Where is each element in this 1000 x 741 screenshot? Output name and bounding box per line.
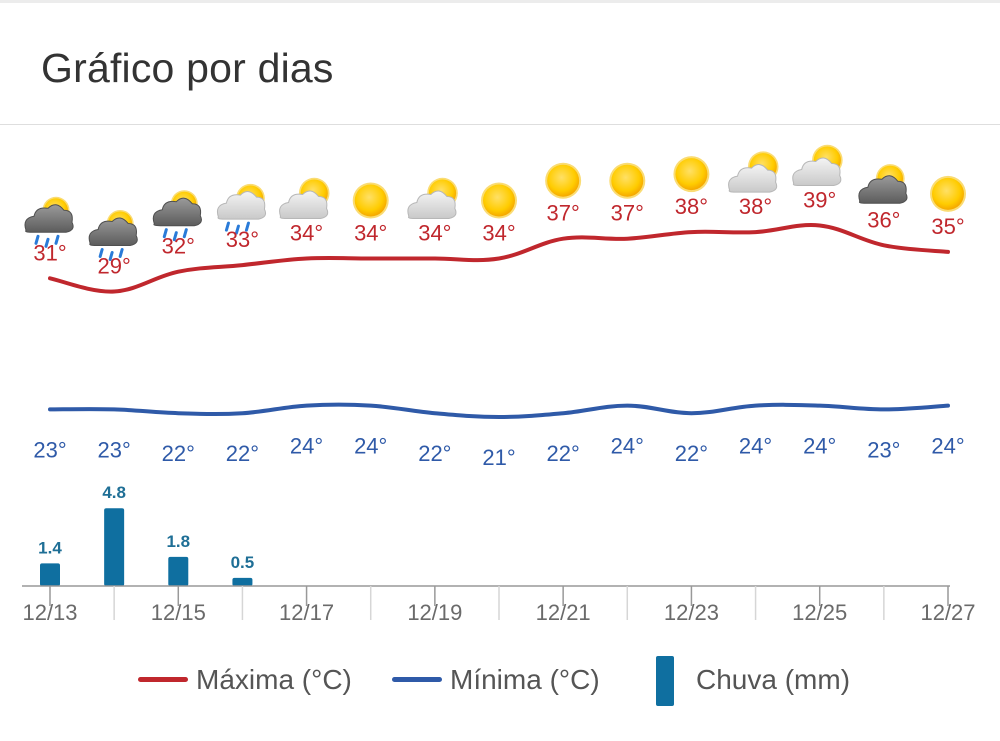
min-temp-label: 21° bbox=[482, 445, 515, 470]
rain-drop bbox=[224, 221, 230, 232]
partly-cloudy-icon bbox=[279, 177, 330, 219]
x-tick-label: 12/23 bbox=[664, 600, 719, 625]
x-tick-label: 12/19 bbox=[407, 600, 462, 625]
rain-label: 0.5 bbox=[231, 553, 255, 572]
legend-max-swatch bbox=[138, 677, 188, 682]
min-temp-label: 22° bbox=[675, 441, 708, 466]
min-temp-label: 23° bbox=[98, 437, 131, 462]
sun-icon bbox=[481, 182, 517, 219]
min-temp-label: 22° bbox=[418, 441, 451, 466]
cloud-sun-icon bbox=[858, 164, 908, 204]
x-tick-label: 12/17 bbox=[279, 600, 334, 625]
partly-cloudy-icon bbox=[407, 177, 458, 219]
cloud-sun-rain-icon bbox=[88, 210, 138, 261]
rain-bar bbox=[232, 577, 253, 586]
sun-icon bbox=[673, 156, 710, 193]
legend-rain-swatch bbox=[656, 656, 674, 706]
max-temp-label: 39° bbox=[803, 188, 836, 213]
rain-drop bbox=[44, 237, 50, 248]
daily-weather-chart: 31° 29° 32° 33° 34° 34° 34° 34° 37° 37° 38° 38° 39° 3… bbox=[22, 144, 976, 625]
max-temp-label: 29° bbox=[98, 254, 131, 279]
sun-shape bbox=[481, 182, 517, 219]
rain-drop bbox=[98, 248, 104, 258]
page-title: Gráfico por dias bbox=[41, 45, 334, 91]
header: Gráfico por dias bbox=[0, 3, 1000, 125]
max-temp-label: 37° bbox=[611, 201, 644, 226]
min-temp-label: 23° bbox=[867, 437, 900, 462]
sun-shape bbox=[609, 162, 646, 199]
x-tick-label: 12/15 bbox=[151, 600, 206, 625]
rain-drop bbox=[172, 231, 178, 242]
rain-bar bbox=[104, 508, 125, 586]
legend-min-swatch bbox=[392, 677, 442, 682]
cloud-sun-drizzle-icon bbox=[216, 183, 267, 235]
legend-max-label: Máxima (°C) bbox=[196, 664, 352, 695]
top-border bbox=[0, 0, 1000, 3]
max-temp-label: 34° bbox=[290, 221, 323, 246]
rain-bar bbox=[40, 563, 60, 586]
max-temp-label: 32° bbox=[162, 234, 195, 259]
max-temp-label: 35° bbox=[931, 214, 964, 239]
partly-cloudy-icon bbox=[728, 151, 779, 193]
cloud-sun-rain-icon bbox=[152, 190, 202, 242]
max-temp-label: 33° bbox=[226, 227, 259, 252]
min-temp-label: 24° bbox=[611, 434, 644, 459]
legend-min-label: Mínima (°C) bbox=[450, 664, 600, 695]
sun-shape bbox=[673, 156, 710, 193]
rain-drop bbox=[108, 251, 114, 261]
rain-label: 1.8 bbox=[166, 532, 190, 551]
max-temp-line bbox=[48, 223, 950, 294]
rain-drop bbox=[34, 234, 40, 245]
max-temp-label: 36° bbox=[867, 207, 900, 232]
max-temp-label: 37° bbox=[547, 201, 580, 226]
min-temp-label: 24° bbox=[931, 434, 964, 459]
rain-drop bbox=[54, 234, 60, 245]
sun-shape bbox=[545, 162, 582, 199]
min-temp-label: 24° bbox=[739, 434, 772, 459]
sun-icon bbox=[352, 182, 389, 219]
min-temp-label: 22° bbox=[547, 441, 580, 466]
rain-drop bbox=[182, 228, 188, 239]
rain-drop bbox=[234, 224, 240, 235]
sun-shape bbox=[930, 175, 966, 212]
min-temp-label: 23° bbox=[33, 437, 66, 462]
rain-drop bbox=[244, 221, 250, 232]
min-temp-label: 24° bbox=[354, 434, 387, 459]
rain-bar bbox=[168, 556, 189, 586]
min-temp-line bbox=[48, 402, 950, 420]
partly-cloudy-icon bbox=[792, 144, 843, 186]
max-temp-label: 34° bbox=[482, 221, 515, 246]
x-tick-label: 12/27 bbox=[920, 600, 975, 625]
max-temp-label: 34° bbox=[354, 221, 387, 246]
rain-label: 1.4 bbox=[38, 538, 62, 557]
max-temp-label: 34° bbox=[418, 221, 451, 246]
x-tick-label: 12/21 bbox=[536, 600, 591, 625]
min-temp-label: 22° bbox=[226, 441, 259, 466]
max-temp-label: 38° bbox=[739, 194, 772, 219]
cloud-sun-rain-icon bbox=[24, 196, 74, 248]
sun-icon bbox=[930, 175, 966, 212]
max-temp-label: 38° bbox=[675, 194, 708, 219]
min-temp-label: 24° bbox=[290, 434, 323, 459]
sun-icon bbox=[545, 162, 582, 199]
min-temp-label: 22° bbox=[162, 441, 195, 466]
x-tick-label: 12/25 bbox=[792, 600, 847, 625]
min-temp-label: 24° bbox=[803, 434, 836, 459]
x-tick-label: 12/13 bbox=[22, 600, 77, 625]
rain-drop bbox=[118, 248, 124, 258]
rain-drop bbox=[162, 228, 168, 239]
legend-rain-label: Chuva (mm) bbox=[696, 664, 851, 695]
sun-shape bbox=[352, 182, 389, 219]
chart-legend: Máxima (°C) Mínima (°C) Chuva (mm) bbox=[0, 650, 1000, 710]
max-temp-label: 31° bbox=[33, 240, 66, 265]
sun-icon bbox=[609, 162, 646, 199]
rain-label: 4.8 bbox=[102, 483, 126, 502]
